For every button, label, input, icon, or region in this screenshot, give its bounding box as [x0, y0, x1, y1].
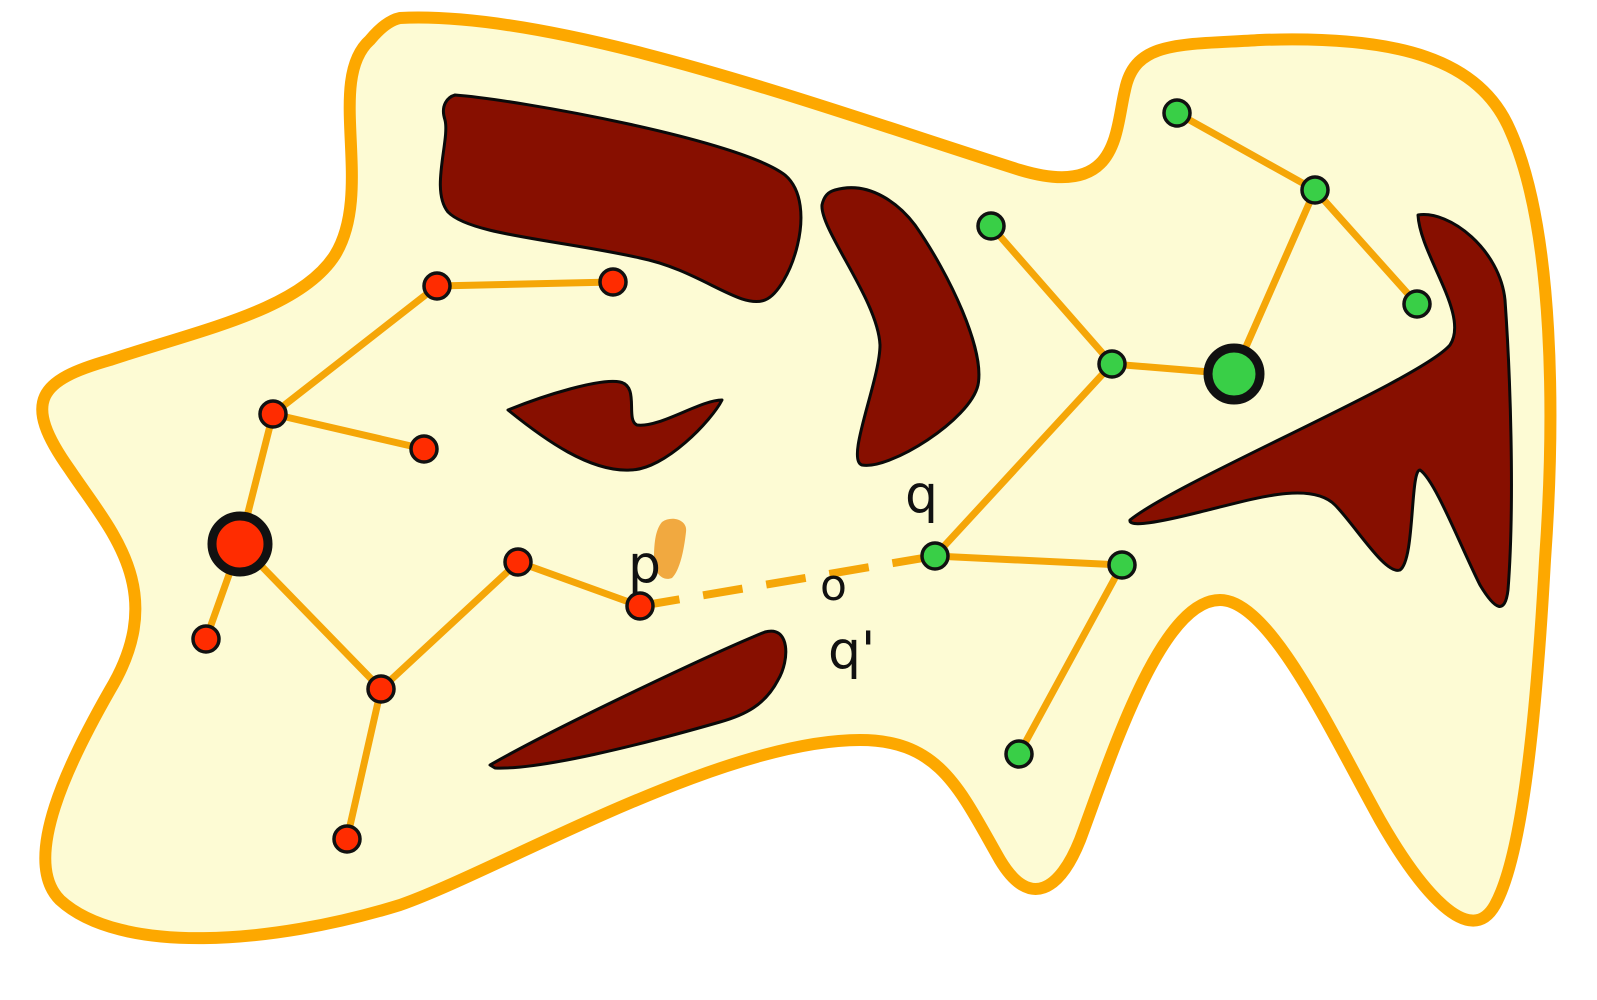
goal-tree-node: [1107, 550, 1137, 580]
goal-tree-node: [1004, 739, 1034, 769]
tree-edge: [931, 360, 1116, 560]
node-p: [625, 591, 655, 621]
start-tree-node: [191, 624, 221, 654]
label-midpoint: o: [820, 560, 847, 611]
tree-edge: [269, 410, 428, 453]
tree-edges: [202, 109, 1421, 843]
tree-nodes: [191, 98, 1432, 854]
obstacle-top-bar: [438, 93, 803, 303]
tree-edge: [433, 278, 617, 290]
smudge-mark: [654, 518, 687, 579]
midpoint-marker-text: o: [820, 560, 847, 611]
label-q: q: [905, 465, 938, 525]
goal-root-node: [1203, 343, 1265, 405]
goal-tree-node: [1097, 349, 1127, 379]
goal-tree-node: [1162, 98, 1192, 128]
start-tree-node: [503, 547, 533, 577]
start-tree-node: [258, 399, 288, 429]
tree-edge: [931, 552, 1126, 569]
label-q-text: q: [905, 465, 938, 525]
label-q-prime-text: q': [828, 621, 875, 681]
free-space-region: [36, 11, 1557, 945]
node-q: [920, 541, 950, 571]
tree-edge: [1015, 561, 1126, 758]
obstacle-small-left: [506, 379, 724, 472]
tree-edge: [514, 558, 644, 610]
obstacle-boomerang: [820, 186, 981, 467]
tree-edge: [1311, 186, 1421, 308]
obstacles: [438, 93, 1513, 770]
label-p-text: p: [628, 535, 661, 595]
start-tree-node: [332, 824, 362, 854]
tree-edge: [987, 222, 1116, 368]
obstacle-right-spike: [1128, 213, 1513, 608]
tree-edge: [343, 685, 385, 843]
goal-tree-node: [976, 211, 1006, 241]
start-tree-node: [598, 267, 628, 297]
connection-segment: [639, 552, 936, 610]
start-tree-node: [409, 434, 439, 464]
start-tree-node: [366, 674, 396, 704]
goal-tree-node: [1402, 289, 1432, 319]
label-q-prime: q': [828, 621, 875, 681]
start-root-node: [207, 511, 273, 577]
start-tree-node: [422, 271, 452, 301]
tree-edge: [1173, 109, 1319, 194]
label-p: p: [628, 535, 661, 595]
tree-edge: [1230, 186, 1319, 378]
obstacle-lower-sliver: [488, 629, 788, 770]
tree-edge: [377, 558, 522, 693]
goal-tree-node: [1300, 175, 1330, 205]
tree-edge: [269, 282, 441, 418]
tree-edge: [236, 540, 385, 693]
connection-dashed-line: [639, 552, 936, 610]
